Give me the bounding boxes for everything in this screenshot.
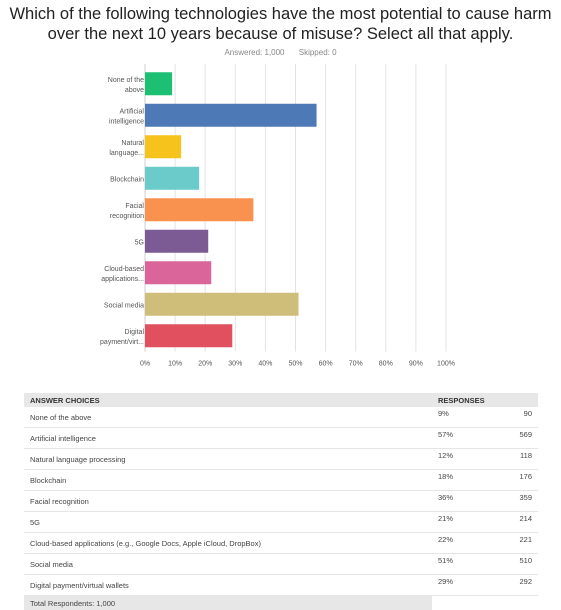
- bar: [145, 198, 253, 221]
- response-count: 221: [486, 533, 538, 554]
- results-table: ANSWER CHOICES RESPONSES None of the abo…: [24, 393, 538, 610]
- x-tick-label: 20%: [198, 361, 212, 368]
- answer-choice: 5G: [24, 512, 432, 533]
- table-row: Cloud-based applications (e.g., Google D…: [24, 533, 538, 554]
- x-tick-label: 30%: [228, 361, 242, 368]
- category-label: Blockchain: [110, 176, 144, 183]
- category-label: Social media: [104, 302, 144, 309]
- answer-choice: Natural language processing: [24, 449, 432, 470]
- response-percent: 18%: [432, 470, 486, 491]
- bar: [145, 135, 181, 158]
- x-tick-label: 70%: [349, 361, 363, 368]
- answer-choice: Artificial intelligence: [24, 428, 432, 449]
- x-tick-label: 100%: [437, 361, 455, 368]
- total-respondents: Total Respondents: 1,000: [24, 596, 432, 610]
- answer-choice: None of the above: [24, 407, 432, 428]
- answer-choice: Social media: [24, 554, 432, 575]
- response-summary: Answered: 1,000 Skipped: 0: [0, 48, 561, 57]
- x-tick-label: 40%: [258, 361, 272, 368]
- answer-choice: Cloud-based applications (e.g., Google D…: [24, 533, 432, 554]
- response-count: 90: [486, 407, 538, 428]
- table-header-row: ANSWER CHOICES RESPONSES: [24, 393, 538, 407]
- bar: [145, 230, 208, 253]
- response-percent: 36%: [432, 491, 486, 512]
- response-percent: 22%: [432, 533, 486, 554]
- answered-count: Answered: 1,000: [224, 48, 284, 57]
- question-title: Which of the following technologies have…: [0, 4, 561, 44]
- x-tick-label: 80%: [379, 361, 393, 368]
- bar: [145, 293, 299, 316]
- skipped-count: Skipped: 0: [299, 48, 337, 57]
- x-tick-label: 50%: [288, 361, 302, 368]
- response-count: 569: [486, 428, 538, 449]
- bar: [145, 167, 199, 190]
- response-count: 176: [486, 470, 538, 491]
- response-percent: 51%: [432, 554, 486, 575]
- response-count: 214: [486, 512, 538, 533]
- chart-bars: [145, 72, 317, 347]
- x-tick-label: 10%: [168, 361, 182, 368]
- x-axis-ticks: 0% 10% 20% 30% 40% 50% 60% 70% 80% 90% 100%: [140, 361, 455, 368]
- bar: [145, 324, 232, 347]
- x-tick-label: 0%: [140, 361, 150, 368]
- answer-choice: Digital payment/virtual wallets: [24, 575, 432, 596]
- response-percent: 29%: [432, 575, 486, 596]
- response-percent: 57%: [432, 428, 486, 449]
- answer-choice: Facial recognition: [24, 491, 432, 512]
- response-count: 292: [486, 575, 538, 596]
- response-percent: 12%: [432, 449, 486, 470]
- header-responses: RESPONSES: [432, 393, 538, 407]
- bar: [145, 261, 211, 284]
- category-label: 5G: [135, 239, 144, 246]
- bar: [145, 72, 172, 95]
- answer-choice: Blockchain: [24, 470, 432, 491]
- header-answer-choices: ANSWER CHOICES: [24, 393, 432, 407]
- response-percent: 9%: [432, 407, 486, 428]
- x-tick-label: 60%: [319, 361, 333, 368]
- total-row: Total Respondents: 1,000: [24, 596, 538, 610]
- response-count: 359: [486, 491, 538, 512]
- bar: [145, 104, 317, 127]
- x-tick-label: 90%: [409, 361, 423, 368]
- response-count: 510: [486, 554, 538, 575]
- response-percent: 21%: [432, 512, 486, 533]
- response-count: 118: [486, 449, 538, 470]
